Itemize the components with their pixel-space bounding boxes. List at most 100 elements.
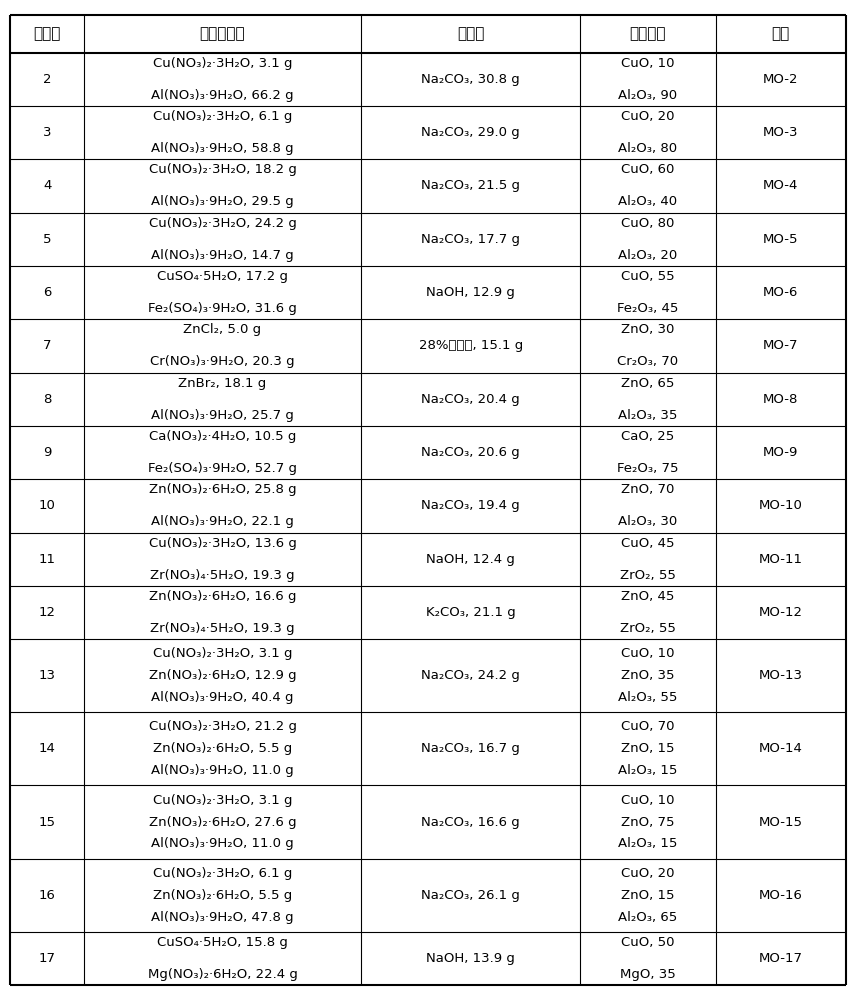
Text: Na₂CO₃, 17.7 g: Na₂CO₃, 17.7 g xyxy=(421,233,520,246)
Text: Al(NO₃)₃·9H₂O, 66.2 g: Al(NO₃)₃·9H₂O, 66.2 g xyxy=(152,89,294,102)
Text: MO-3: MO-3 xyxy=(763,126,799,139)
Text: Al(NO₃)₃·9H₂O, 47.8 g: Al(NO₃)₃·9H₂O, 47.8 g xyxy=(152,911,294,924)
Text: Al₂O₃, 80: Al₂O₃, 80 xyxy=(618,142,678,155)
Text: MO-4: MO-4 xyxy=(763,179,799,192)
Text: 编号: 编号 xyxy=(771,26,790,41)
Text: Al₂O₃, 35: Al₂O₃, 35 xyxy=(618,409,678,422)
Text: CuO, 80: CuO, 80 xyxy=(621,217,675,230)
Text: MO-12: MO-12 xyxy=(758,606,803,619)
Text: K₂CO₃, 21.1 g: K₂CO₃, 21.1 g xyxy=(426,606,515,619)
Text: ZnO, 15: ZnO, 15 xyxy=(621,742,675,755)
Text: Al₂O₃, 40: Al₂O₃, 40 xyxy=(618,195,678,208)
Text: Fe₂(SO₄)₃·9H₂O, 52.7 g: Fe₂(SO₄)₃·9H₂O, 52.7 g xyxy=(148,462,297,475)
Text: Na₂CO₃, 19.4 g: Na₂CO₃, 19.4 g xyxy=(421,499,520,512)
Text: ZnCl₂, 5.0 g: ZnCl₂, 5.0 g xyxy=(183,323,262,336)
Text: MO-16: MO-16 xyxy=(758,889,803,902)
Text: 8: 8 xyxy=(43,393,51,406)
Text: ZnO, 75: ZnO, 75 xyxy=(621,816,675,829)
Text: 12: 12 xyxy=(39,606,56,619)
Text: 沉淠剂: 沉淠剂 xyxy=(457,26,484,41)
Text: Al₂O₃, 15: Al₂O₃, 15 xyxy=(618,837,678,850)
Text: Zn(NO₃)₂·6H₂O, 5.5 g: Zn(NO₃)₂·6H₂O, 5.5 g xyxy=(153,889,292,902)
Text: Zn(NO₃)₂·6H₂O, 5.5 g: Zn(NO₃)₂·6H₂O, 5.5 g xyxy=(153,742,292,755)
Text: 16: 16 xyxy=(39,889,56,902)
Text: NaOH, 13.9 g: NaOH, 13.9 g xyxy=(426,952,515,965)
Text: ZnO, 15: ZnO, 15 xyxy=(621,889,675,902)
Text: 15: 15 xyxy=(39,816,56,829)
Text: Na₂CO₃, 30.8 g: Na₂CO₃, 30.8 g xyxy=(421,73,520,86)
Text: Cu(NO₃)₂·3H₂O, 24.2 g: Cu(NO₃)₂·3H₂O, 24.2 g xyxy=(149,217,296,230)
Text: Al(NO₃)₃·9H₂O, 58.8 g: Al(NO₃)₃·9H₂O, 58.8 g xyxy=(152,142,294,155)
Text: Al(NO₃)₃·9H₂O, 29.5 g: Al(NO₃)₃·9H₂O, 29.5 g xyxy=(152,195,294,208)
Text: MO-5: MO-5 xyxy=(763,233,799,246)
Text: CuO, 10: CuO, 10 xyxy=(621,647,675,660)
Text: CuO, 70: CuO, 70 xyxy=(621,720,675,733)
Text: Na₂CO₃, 20.6 g: Na₂CO₃, 20.6 g xyxy=(421,446,520,459)
Text: Zn(NO₃)₂·6H₂O, 12.9 g: Zn(NO₃)₂·6H₂O, 12.9 g xyxy=(149,669,296,682)
Text: NaOH, 12.9 g: NaOH, 12.9 g xyxy=(426,286,515,299)
Text: CuSO₄·5H₂O, 15.8 g: CuSO₄·5H₂O, 15.8 g xyxy=(158,936,288,949)
Text: Na₂CO₃, 16.7 g: Na₂CO₃, 16.7 g xyxy=(421,742,520,755)
Text: 13: 13 xyxy=(39,669,56,682)
Text: 9: 9 xyxy=(43,446,51,459)
Text: CuO, 45: CuO, 45 xyxy=(621,537,675,550)
Text: MO-13: MO-13 xyxy=(758,669,803,682)
Text: Al₂O₃, 55: Al₂O₃, 55 xyxy=(618,691,678,704)
Text: MO-14: MO-14 xyxy=(758,742,803,755)
Text: 4: 4 xyxy=(43,179,51,192)
Text: MO-7: MO-7 xyxy=(763,339,799,352)
Text: MO-2: MO-2 xyxy=(763,73,799,86)
Text: Cu(NO₃)₂·3H₂O, 18.2 g: Cu(NO₃)₂·3H₂O, 18.2 g xyxy=(149,163,296,176)
Text: 5: 5 xyxy=(43,233,51,246)
Text: MO-10: MO-10 xyxy=(758,499,803,512)
Text: Zr(NO₃)₄·5H₂O, 19.3 g: Zr(NO₃)₄·5H₂O, 19.3 g xyxy=(151,622,294,635)
Text: Al₂O₃, 15: Al₂O₃, 15 xyxy=(618,764,678,777)
Text: ZnO, 45: ZnO, 45 xyxy=(621,590,675,603)
Text: MO-17: MO-17 xyxy=(758,952,803,965)
Text: Na₂CO₃, 24.2 g: Na₂CO₃, 24.2 g xyxy=(421,669,520,682)
Text: 混合金属盐: 混合金属盐 xyxy=(199,26,246,41)
Text: CuO, 20: CuO, 20 xyxy=(621,110,675,123)
Text: Ca(NO₃)₂·4H₂O, 10.5 g: Ca(NO₃)₂·4H₂O, 10.5 g xyxy=(149,430,296,443)
Text: Al(NO₃)₃·9H₂O, 11.0 g: Al(NO₃)₃·9H₂O, 11.0 g xyxy=(152,837,294,850)
Text: CuO, 10: CuO, 10 xyxy=(621,794,675,807)
Text: MO-6: MO-6 xyxy=(763,286,799,299)
Text: 17: 17 xyxy=(39,952,56,965)
Text: ZnO, 65: ZnO, 65 xyxy=(621,377,675,390)
Text: 11: 11 xyxy=(39,553,56,566)
Text: Cu(NO₃)₂·3H₂O, 6.1 g: Cu(NO₃)₂·3H₂O, 6.1 g xyxy=(153,867,292,880)
Text: Al₂O₃, 20: Al₂O₃, 20 xyxy=(618,249,678,262)
Text: MO-11: MO-11 xyxy=(758,553,803,566)
Text: Fe₂O₃, 75: Fe₂O₃, 75 xyxy=(617,462,679,475)
Text: 14: 14 xyxy=(39,742,56,755)
Text: Zn(NO₃)₂·6H₂O, 27.6 g: Zn(NO₃)₂·6H₂O, 27.6 g xyxy=(149,816,296,829)
Text: CuO, 10: CuO, 10 xyxy=(621,57,675,70)
Text: 实施例: 实施例 xyxy=(33,26,61,41)
Text: Al(NO₃)₃·9H₂O, 11.0 g: Al(NO₃)₃·9H₂O, 11.0 g xyxy=(152,764,294,777)
Text: Na₂CO₃, 21.5 g: Na₂CO₃, 21.5 g xyxy=(421,179,520,192)
Text: Fe₂(SO₄)₃·9H₂O, 31.6 g: Fe₂(SO₄)₃·9H₂O, 31.6 g xyxy=(148,302,297,315)
Text: CuO, 20: CuO, 20 xyxy=(621,867,675,880)
Text: MgO, 35: MgO, 35 xyxy=(620,968,676,981)
Text: Al(NO₃)₃·9H₂O, 22.1 g: Al(NO₃)₃·9H₂O, 22.1 g xyxy=(152,515,294,528)
Text: Zn(NO₃)₂·6H₂O, 25.8 g: Zn(NO₃)₂·6H₂O, 25.8 g xyxy=(149,483,296,496)
Text: Cu(NO₃)₂·3H₂O, 3.1 g: Cu(NO₃)₂·3H₂O, 3.1 g xyxy=(153,57,292,70)
Text: Na₂CO₃, 29.0 g: Na₂CO₃, 29.0 g xyxy=(421,126,520,139)
Text: 6: 6 xyxy=(43,286,51,299)
Text: Na₂CO₃, 16.6 g: Na₂CO₃, 16.6 g xyxy=(421,816,520,829)
Text: Cr₂O₃, 70: Cr₂O₃, 70 xyxy=(617,355,679,368)
Text: Cu(NO₃)₂·3H₂O, 6.1 g: Cu(NO₃)₂·3H₂O, 6.1 g xyxy=(153,110,292,123)
Text: 28%浓氨水, 15.1 g: 28%浓氨水, 15.1 g xyxy=(419,339,523,352)
Text: NaOH, 12.4 g: NaOH, 12.4 g xyxy=(426,553,515,566)
Text: Al₂O₃, 30: Al₂O₃, 30 xyxy=(618,515,678,528)
Text: Cr(NO₃)₃·9H₂O, 20.3 g: Cr(NO₃)₃·9H₂O, 20.3 g xyxy=(151,355,294,368)
Text: CuO, 55: CuO, 55 xyxy=(621,270,675,283)
Text: Fe₂O₃, 45: Fe₂O₃, 45 xyxy=(617,302,679,315)
Text: MO-9: MO-9 xyxy=(763,446,799,459)
Text: 重量份数: 重量份数 xyxy=(630,26,666,41)
Text: 2: 2 xyxy=(43,73,51,86)
Text: 7: 7 xyxy=(43,339,51,352)
Text: Cu(NO₃)₂·3H₂O, 3.1 g: Cu(NO₃)₂·3H₂O, 3.1 g xyxy=(153,794,292,807)
Text: 10: 10 xyxy=(39,499,56,512)
Text: Zr(NO₃)₄·5H₂O, 19.3 g: Zr(NO₃)₄·5H₂O, 19.3 g xyxy=(151,569,294,582)
